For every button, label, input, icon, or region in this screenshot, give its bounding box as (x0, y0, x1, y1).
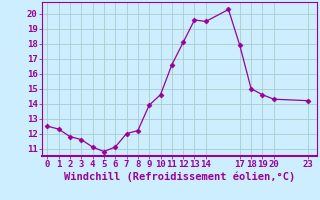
X-axis label: Windchill (Refroidissement éolien,°C): Windchill (Refroidissement éolien,°C) (64, 172, 295, 182)
